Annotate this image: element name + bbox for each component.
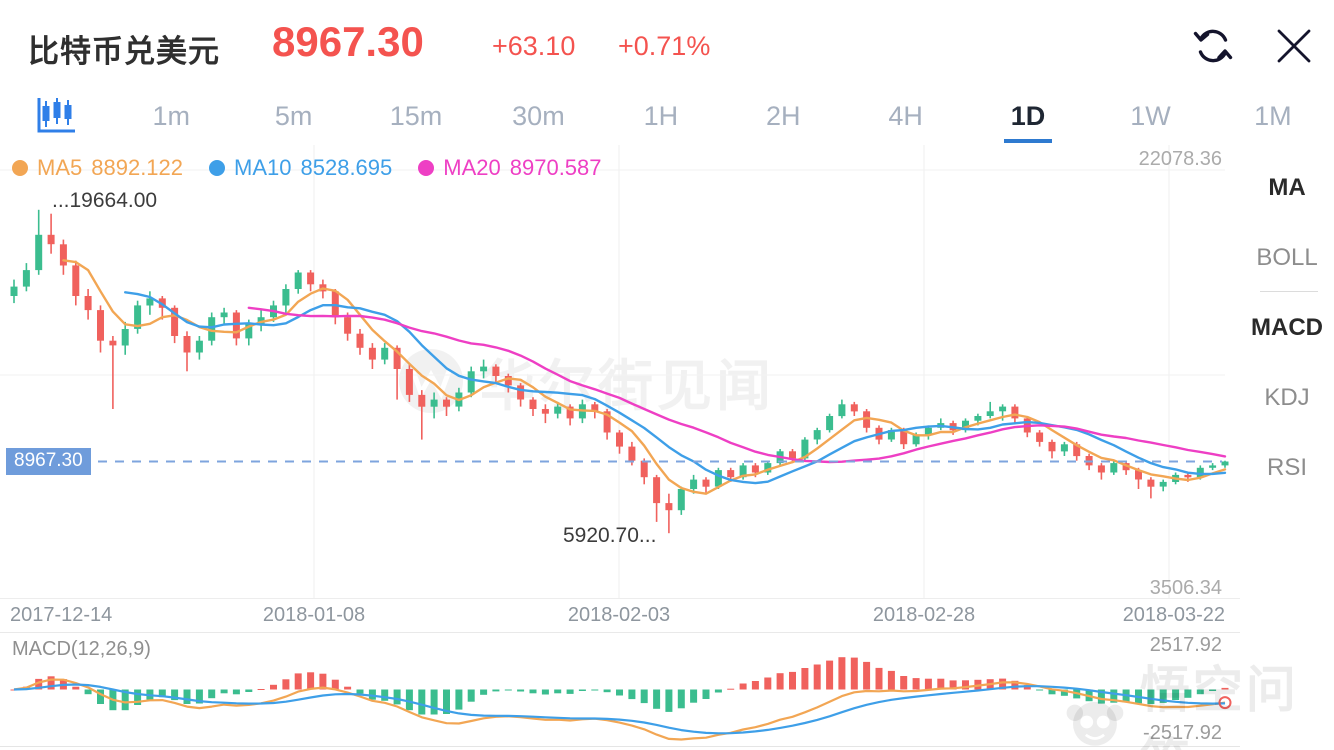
y-axis-max-label: 22078.36 <box>1138 148 1222 170</box>
legend-ma20: MA20 8970.587 <box>418 155 602 181</box>
legend-ma10: MA10 8528.695 <box>209 155 392 181</box>
indicator-sidebar: MA BOLL MACD KDJ RSI <box>1240 145 1334 605</box>
tab-30m[interactable]: 30m <box>512 101 565 131</box>
tab-4h[interactable]: 4H <box>888 101 923 131</box>
x-tick-2: 2018-02-03 <box>567 604 671 626</box>
low-annotation: 5920.70... <box>563 524 657 547</box>
header: 比特币兑美元 8967.30 +63.10 +0.71% <box>0 0 1334 88</box>
close-icon[interactable] <box>1272 24 1316 68</box>
price-change: +63.10 <box>492 31 576 61</box>
main-chart[interactable] <box>0 145 1240 598</box>
high-annotation: ...19664.00 <box>52 189 158 212</box>
tab-2h[interactable]: 2H <box>765 101 801 131</box>
current-price-tag: 8967.30 <box>6 447 91 475</box>
indicator-boll[interactable]: BOLL <box>1256 244 1318 271</box>
ma-legend: MA5 8892.122 MA10 8528.695 MA20 8970.587 <box>12 155 602 181</box>
macd-min-label: -2517.92 <box>1143 722 1222 744</box>
indicator-rsi[interactable]: RSI <box>1266 454 1307 481</box>
tab-1d[interactable]: 1D <box>967 91 1089 143</box>
tab-5m[interactable]: 5m <box>274 101 313 131</box>
tab-1m-month[interactable]: 1M <box>1254 101 1292 131</box>
x-tick-3: 2018-02-28 <box>872 604 976 626</box>
macd-label: MACD(12,26,9) <box>12 638 151 660</box>
indicator-ma[interactable]: MA <box>1268 174 1306 201</box>
macd-panel[interactable] <box>0 632 1240 747</box>
legend-ma5: MA5 8892.122 <box>12 155 183 181</box>
x-axis: 2017-12-14 2018-01-08 2018-02-03 2018-02… <box>0 598 1240 632</box>
ma10-dot-icon <box>209 160 226 176</box>
tab-1w[interactable]: 1W <box>1130 101 1171 131</box>
refresh-icon[interactable] <box>1191 24 1235 68</box>
timeframe-tabbar: 1m 5m 15m 30m 1H 2H 4H 1D 1W 1M <box>0 88 1334 144</box>
y-axis-min-label: 3506.34 <box>1149 577 1222 599</box>
macd-max-label: 2517.92 <box>1149 634 1222 656</box>
last-price: 8967.30 <box>272 18 424 65</box>
indicator-macd[interactable]: MACD <box>1251 314 1323 341</box>
x-tick-1: 2018-01-08 <box>262 604 366 626</box>
tab-1m[interactable]: 1m <box>152 101 190 131</box>
tab-1h[interactable]: 1H <box>643 101 679 131</box>
candlestick-chart-icon[interactable] <box>0 95 110 137</box>
sidebar-divider <box>1260 291 1318 292</box>
indicator-kdj[interactable]: KDJ <box>1264 384 1310 411</box>
price-change-percent: +0.71% <box>618 31 711 61</box>
ma20-dot-icon <box>418 160 435 176</box>
x-tick-0: 2017-12-14 <box>10 604 113 626</box>
instrument-title: 比特币兑美元 <box>28 34 220 69</box>
x-tick-4: 2018-03-22 <box>1122 604 1225 626</box>
tab-15m[interactable]: 15m <box>389 101 443 131</box>
ma5-dot-icon <box>12 160 28 176</box>
